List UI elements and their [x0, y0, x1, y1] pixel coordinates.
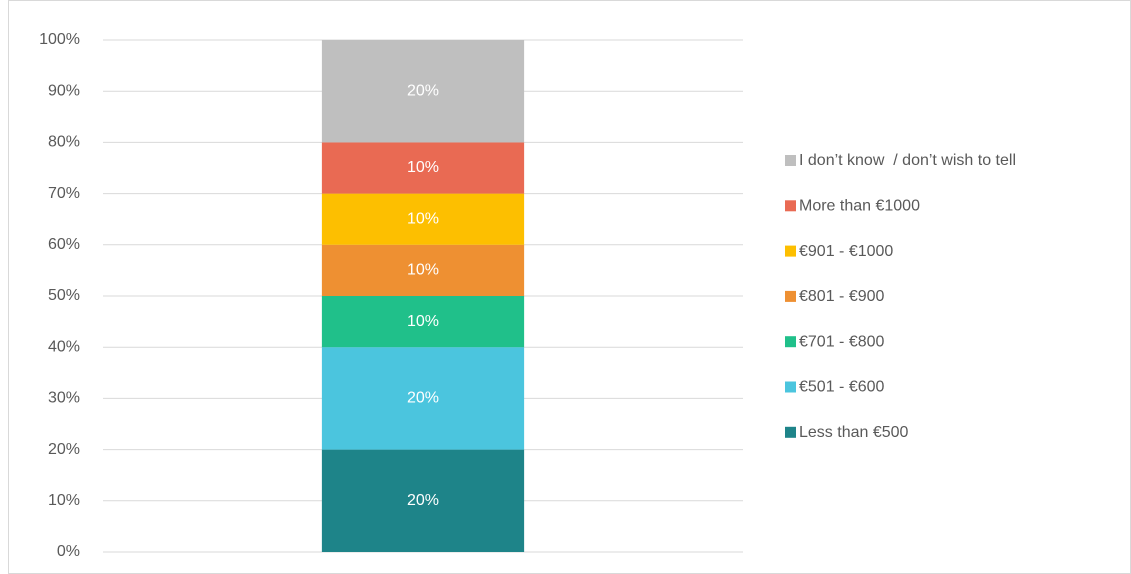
y-tick-label: 70%: [48, 185, 80, 202]
data-label: 10%: [407, 262, 439, 279]
data-label: 10%: [407, 210, 439, 227]
legend-label: €501 - €600: [799, 379, 885, 396]
y-tick-label: 40%: [48, 338, 80, 355]
legend-label: €701 - €800: [799, 333, 885, 350]
legend-swatch: [785, 155, 796, 166]
legend-label: I don’t know / don’t wish to tell: [799, 152, 1016, 169]
data-label: 20%: [407, 390, 439, 407]
legend-label: Less than €500: [799, 424, 909, 441]
y-tick-label: 50%: [48, 287, 80, 304]
y-tick-label: 10%: [48, 492, 80, 509]
legend-swatch: [785, 381, 796, 393]
legend-label: More than €1000: [799, 198, 920, 215]
bar-segment: [321, 193, 525, 245]
legend-swatch: [785, 336, 796, 348]
y-tick-label: 90%: [48, 82, 80, 99]
y-tick-label: 30%: [48, 390, 80, 407]
legend-swatch: [785, 290, 796, 302]
bar-segment: [321, 40, 525, 143]
y-tick-label: 0%: [57, 543, 80, 560]
data-label: 10%: [407, 313, 439, 330]
y-tick-label: 100%: [39, 31, 80, 48]
chart-frame: [8, 0, 1131, 574]
data-label: 20%: [407, 82, 439, 99]
bar-segment: [321, 142, 525, 194]
legend-swatch: [785, 426, 796, 438]
y-tick-label: 80%: [48, 134, 80, 151]
y-tick-label: 60%: [48, 236, 80, 253]
bar-segment: [321, 244, 525, 296]
legend-swatch: [785, 200, 796, 212]
legend-label: €801 - €900: [799, 288, 885, 305]
bar-segment: [321, 347, 525, 450]
data-label: 20%: [407, 492, 439, 509]
legend-label: €901 - €1000: [799, 243, 893, 260]
bar-segment: [321, 449, 525, 552]
bar-segment: [321, 296, 525, 348]
data-label: 10%: [407, 159, 439, 176]
legend-swatch: [785, 245, 796, 257]
y-tick-label: 20%: [48, 441, 80, 458]
